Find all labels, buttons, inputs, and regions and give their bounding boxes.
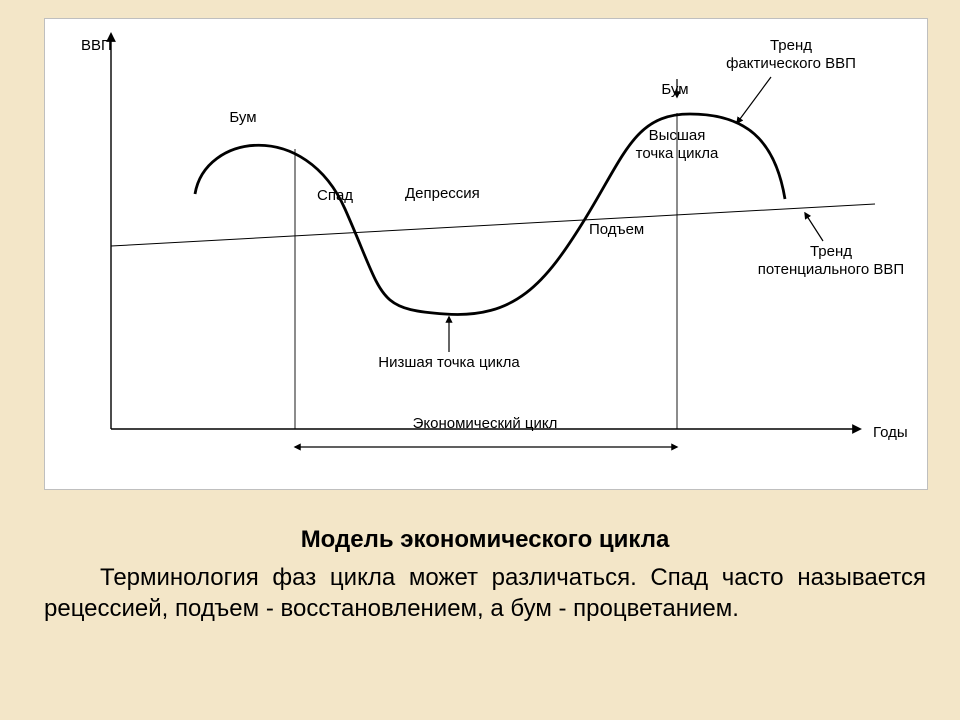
- label-podyem: Подъем: [589, 221, 644, 238]
- x-axis-label: Годы: [873, 424, 908, 441]
- label-depression: Депрессия: [405, 185, 480, 202]
- caption-body: Терминология фаз цикла может различаться…: [44, 562, 926, 624]
- y-axis-label: ВВП: [81, 37, 112, 54]
- label-trend-actual-1: Тренд: [770, 37, 812, 54]
- label-trend-potential-2: потенциального ВВП: [758, 261, 904, 278]
- trend-line: [111, 204, 875, 246]
- caption: Модель экономического цикла Терминология…: [44, 526, 926, 624]
- chart-container: ВВП Годы Бум Спад Депрессия Подъем Бум В…: [44, 18, 928, 490]
- label-low: Низшая точка цикла: [378, 354, 519, 371]
- label-spad: Спад: [317, 187, 353, 204]
- arrow-trend-potential: [805, 213, 823, 241]
- label-cycle-range: Экономический цикл: [413, 415, 558, 432]
- caption-title: Модель экономического цикла: [44, 526, 926, 554]
- label-high-1: Высшая: [649, 127, 706, 144]
- label-high-2: точка цикла: [636, 145, 719, 162]
- arrow-trend-actual: [737, 77, 771, 123]
- label-trend-actual-2: фактического ВВП: [726, 55, 856, 72]
- label-boom-right: Бум: [661, 81, 688, 98]
- label-trend-potential-1: Тренд: [810, 243, 852, 260]
- label-boom-left: Бум: [229, 109, 256, 126]
